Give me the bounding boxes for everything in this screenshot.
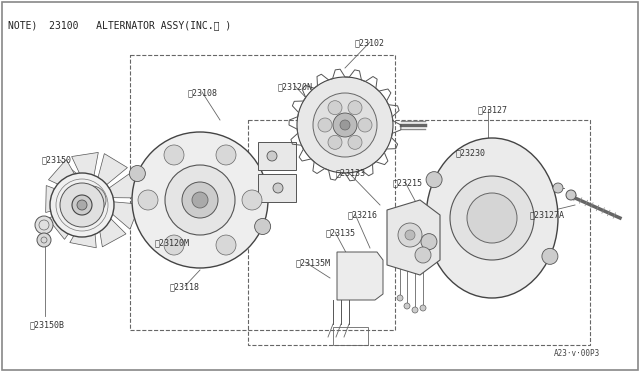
Text: ※23120N: ※23120N bbox=[278, 82, 313, 91]
Polygon shape bbox=[49, 160, 83, 194]
Circle shape bbox=[216, 235, 236, 255]
Circle shape bbox=[358, 118, 372, 132]
Circle shape bbox=[405, 230, 415, 240]
Ellipse shape bbox=[426, 138, 558, 298]
Circle shape bbox=[192, 192, 208, 208]
Circle shape bbox=[273, 183, 283, 193]
Circle shape bbox=[138, 190, 158, 210]
Text: ※23216: ※23216 bbox=[348, 210, 378, 219]
Text: ※23127A: ※23127A bbox=[530, 210, 565, 219]
Polygon shape bbox=[387, 200, 440, 275]
Circle shape bbox=[348, 135, 362, 149]
Text: ※23215: ※23215 bbox=[393, 178, 423, 187]
Circle shape bbox=[328, 101, 342, 115]
Circle shape bbox=[415, 247, 431, 263]
Circle shape bbox=[348, 101, 362, 115]
Circle shape bbox=[398, 223, 422, 247]
Polygon shape bbox=[45, 186, 79, 212]
Circle shape bbox=[78, 186, 106, 214]
Circle shape bbox=[77, 200, 87, 210]
Polygon shape bbox=[95, 154, 127, 189]
Circle shape bbox=[255, 218, 271, 234]
Circle shape bbox=[420, 305, 426, 311]
Text: ※23118: ※23118 bbox=[170, 282, 200, 291]
Circle shape bbox=[421, 234, 437, 250]
Circle shape bbox=[267, 151, 277, 161]
Circle shape bbox=[340, 120, 350, 130]
Text: ※23135: ※23135 bbox=[326, 228, 356, 237]
Text: ※23135M: ※23135M bbox=[296, 258, 331, 267]
Polygon shape bbox=[97, 210, 126, 247]
Polygon shape bbox=[72, 153, 99, 187]
Polygon shape bbox=[104, 201, 140, 229]
Circle shape bbox=[164, 145, 184, 165]
Text: NOTE)  23100   ALTERNATOR ASSY(INC.※ ): NOTE) 23100 ALTERNATOR ASSY(INC.※ ) bbox=[8, 20, 231, 30]
Text: ※23150B: ※23150B bbox=[30, 320, 65, 329]
Text: ※23133: ※23133 bbox=[336, 168, 366, 177]
Circle shape bbox=[129, 166, 145, 182]
Circle shape bbox=[467, 193, 517, 243]
Polygon shape bbox=[104, 172, 140, 198]
Circle shape bbox=[450, 176, 534, 260]
Circle shape bbox=[404, 303, 410, 309]
Text: ※23120M: ※23120M bbox=[155, 238, 190, 247]
Bar bbox=[130, 55, 395, 330]
Bar bbox=[258, 142, 296, 170]
Text: ※23150: ※23150 bbox=[42, 155, 72, 164]
Bar bbox=[258, 174, 296, 202]
Circle shape bbox=[72, 195, 92, 215]
Circle shape bbox=[313, 93, 377, 157]
Circle shape bbox=[132, 132, 268, 268]
Circle shape bbox=[412, 307, 418, 313]
Circle shape bbox=[566, 190, 576, 200]
Circle shape bbox=[50, 173, 114, 237]
Polygon shape bbox=[337, 252, 383, 300]
Circle shape bbox=[542, 248, 558, 264]
Polygon shape bbox=[70, 213, 96, 248]
Text: A23·v·00P3: A23·v·00P3 bbox=[554, 349, 600, 358]
Text: ※23108: ※23108 bbox=[188, 88, 218, 97]
Circle shape bbox=[242, 190, 262, 210]
Circle shape bbox=[397, 295, 403, 301]
Bar bbox=[333, 327, 368, 345]
Circle shape bbox=[426, 171, 442, 187]
Circle shape bbox=[297, 77, 393, 173]
Text: ※23102: ※23102 bbox=[355, 38, 385, 47]
Bar bbox=[248, 120, 590, 345]
Polygon shape bbox=[47, 207, 84, 239]
Circle shape bbox=[165, 165, 235, 235]
Text: ※23230: ※23230 bbox=[456, 148, 486, 157]
Circle shape bbox=[35, 216, 53, 234]
Circle shape bbox=[216, 145, 236, 165]
Circle shape bbox=[60, 183, 104, 227]
Circle shape bbox=[333, 113, 357, 137]
Circle shape bbox=[164, 235, 184, 255]
Circle shape bbox=[182, 182, 218, 218]
Circle shape bbox=[328, 135, 342, 149]
Text: ※23127: ※23127 bbox=[478, 105, 508, 114]
Circle shape bbox=[318, 118, 332, 132]
Circle shape bbox=[553, 183, 563, 193]
Circle shape bbox=[37, 233, 51, 247]
